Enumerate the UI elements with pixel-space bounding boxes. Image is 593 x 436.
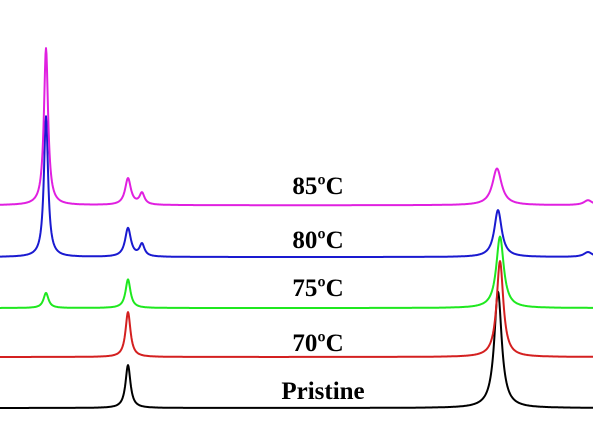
spectrum-line-0: [0, 290, 593, 409]
curve-labels: 85ºC 80ºC 75ºC 70ºC Pristine: [281, 173, 364, 405]
label-70c: 70ºC: [292, 330, 343, 357]
spectra-curves: [0, 47, 593, 409]
spectrum-line-1: [0, 260, 593, 358]
label-85c: 85ºC: [292, 173, 343, 200]
label-75c: 75ºC: [292, 275, 343, 302]
spectrum-line-3: [0, 115, 593, 258]
label-pristine: Pristine: [281, 378, 364, 405]
spectrum-line-2: [0, 235, 593, 309]
spectrum-line-4: [0, 47, 593, 207]
label-80c: 80ºC: [292, 227, 343, 254]
